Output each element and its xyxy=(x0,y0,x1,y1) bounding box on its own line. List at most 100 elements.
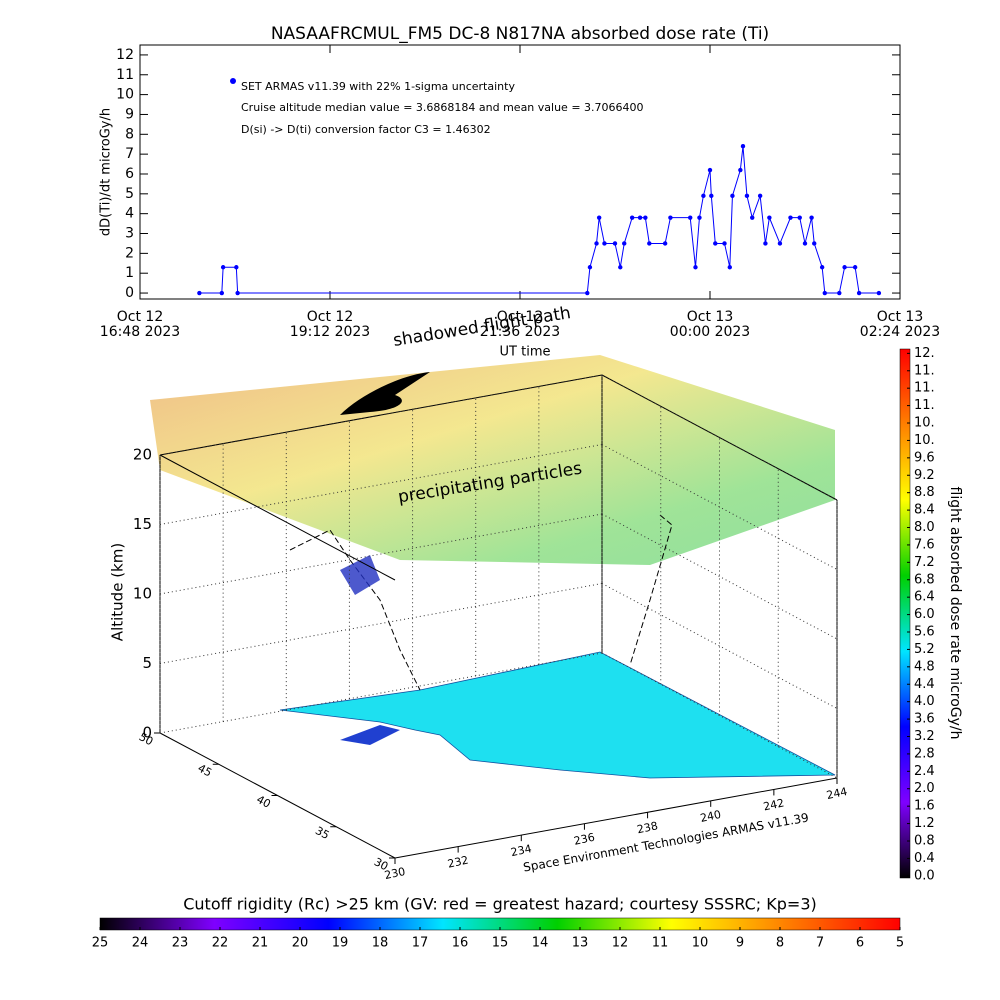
grid-line xyxy=(159,444,603,525)
data-point xyxy=(876,290,882,296)
dose-cluster xyxy=(340,555,380,595)
data-point xyxy=(797,215,802,220)
x-tick-label: Oct 12 xyxy=(117,309,163,325)
colorbar-tick-label: 6 xyxy=(856,936,864,951)
y-tick-label: 50 xyxy=(137,730,155,748)
data-point xyxy=(750,215,755,220)
colorbar-tick-label: 4.8 xyxy=(914,659,935,674)
data-point xyxy=(587,265,593,270)
data-point xyxy=(643,215,648,220)
z-tick-label: 15 xyxy=(133,515,152,533)
box-edge xyxy=(159,454,396,581)
data-point xyxy=(744,193,750,199)
x-tick-label: 00:00 2023 xyxy=(670,324,750,340)
y-tick-label: 6 xyxy=(125,166,134,182)
data-point xyxy=(612,241,618,246)
colorbar-tick-label: 12. xyxy=(914,346,935,361)
data-point xyxy=(738,167,743,173)
data-point xyxy=(809,215,814,220)
colorbar-tick-label: 2.8 xyxy=(914,746,935,761)
data-point xyxy=(713,241,718,246)
colorbar-tick-label: 11. xyxy=(914,363,935,378)
colorbar-tick-label: 4.0 xyxy=(914,694,935,709)
x-tick-label: Oct 12 xyxy=(307,309,353,325)
colorbar-tick-label: 9 xyxy=(736,936,744,951)
data-point xyxy=(219,290,225,296)
data-point xyxy=(730,193,735,199)
x-tick-label: 19:12 2023 xyxy=(290,324,370,340)
colorbar-tick-label: 25 xyxy=(92,936,109,951)
x-tick-label: 232 xyxy=(446,854,469,871)
colorbar-tick-label: 11. xyxy=(914,398,935,413)
y-axis-label: dD(Ti)/dt microGy/h xyxy=(99,108,114,236)
colorbar-label: flight absorbed dose rate microGy/h xyxy=(947,487,963,740)
x-tick-label: 236 xyxy=(573,831,596,848)
grid-line xyxy=(601,513,838,640)
data-point xyxy=(837,290,842,296)
y-tick-label: 30 xyxy=(372,855,390,873)
colorbar-tick-label: 0.4 xyxy=(914,851,935,866)
y-tick-label: 45 xyxy=(196,761,214,779)
y-tick-label: 9 xyxy=(125,106,134,122)
data-point xyxy=(722,241,727,246)
data-point xyxy=(688,215,693,220)
data-point xyxy=(697,215,702,220)
colorbar-tick-label: 2.0 xyxy=(914,781,935,796)
data-point xyxy=(594,241,599,246)
y-tick-label: 10 xyxy=(116,87,134,103)
colorbar-tick-label: 5.6 xyxy=(914,625,935,640)
colorbar-tick-label: 20 xyxy=(292,936,309,951)
y-tick-label: 8 xyxy=(125,126,134,142)
colorbar-tick-label: 9.2 xyxy=(914,468,935,483)
y-tick-label: 0 xyxy=(125,285,134,301)
colorbar-tick-label: 7.6 xyxy=(914,537,935,552)
z-tick-label: 0 xyxy=(142,724,152,742)
flight-path xyxy=(629,514,673,666)
grid-line xyxy=(601,652,838,779)
data-point xyxy=(197,290,202,296)
data-point xyxy=(701,193,706,199)
x-tick-label: 234 xyxy=(510,842,533,859)
x-tick-label: 238 xyxy=(636,819,659,836)
x-tick-label: Oct 13 xyxy=(877,309,923,325)
data-point xyxy=(812,241,817,246)
colorbar-tick-label: 6.0 xyxy=(914,607,935,622)
colorbar-tick-label: 3.2 xyxy=(914,729,935,744)
colorbar-tick-label: 6.4 xyxy=(914,590,935,605)
colorbar-tick-label: 13 xyxy=(572,936,589,951)
data-point xyxy=(220,265,226,270)
data-point xyxy=(819,265,825,270)
3d-plot: 0 5 10 15 20 230 232 234 236 238 240 242 244 30 35 40 45… xyxy=(109,303,849,882)
grid-line xyxy=(601,374,838,501)
colorbar-tick-label: 11. xyxy=(914,381,935,396)
x-tick-label: 242 xyxy=(762,796,785,813)
particle-layer xyxy=(150,355,835,565)
colorbar-tick-label: 8.0 xyxy=(914,520,935,535)
colorbar-tick-label: 22 xyxy=(212,936,229,951)
colorbar-tick-label: 8 xyxy=(776,936,784,951)
colorbar-tick-label: 5.2 xyxy=(914,642,935,657)
colorbar-tick-label: 12 xyxy=(612,936,629,951)
colorbar-tick-label: 8.8 xyxy=(914,485,935,500)
colorbar-tick-label: 10. xyxy=(914,416,935,431)
data-point xyxy=(622,241,627,246)
colorbar-tick-label: 7.2 xyxy=(914,555,935,570)
annotation: D(si) -> D(ti) conversion factor C3 = 1.… xyxy=(241,123,491,136)
data-point xyxy=(709,193,714,199)
grid-line xyxy=(601,444,838,570)
z-tick-label: 20 xyxy=(133,446,152,464)
x-tick-label: 240 xyxy=(699,808,722,825)
colorbar-tick-label: 21 xyxy=(252,936,269,951)
x-tick-label: 21:36 2023 xyxy=(480,324,560,340)
y-tick-label: 5 xyxy=(125,186,134,202)
colorbar-tick-label: 11 xyxy=(652,936,669,951)
data-point xyxy=(668,215,673,220)
axis-line xyxy=(394,777,838,859)
colorbar-tick-label: 1.2 xyxy=(914,816,935,831)
colorbar-tick-label: 17 xyxy=(412,936,429,951)
data-point xyxy=(767,215,772,220)
flight-path xyxy=(289,529,421,691)
x-tick-label: Oct 12 xyxy=(497,309,543,325)
data-point xyxy=(596,215,602,220)
